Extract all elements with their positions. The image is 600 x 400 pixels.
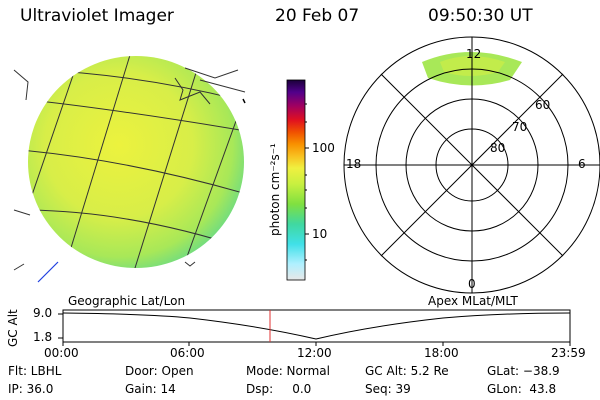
mlat-label-80: 80 <box>490 141 506 155</box>
colorbar-tick-10: 10 <box>312 227 328 241</box>
mlat-label-60: 60 <box>535 98 551 112</box>
altitude-xtick-0600: 06:00 <box>170 346 205 360</box>
altitude-xtick-1200: 12:00 <box>297 346 332 360</box>
geographic-image <box>13 56 246 283</box>
altitude-plot <box>58 309 571 346</box>
seq-label: Seq: 39 <box>365 382 411 396</box>
colorbar-unit-label: photon cm⁻²s⁻¹ <box>268 143 282 236</box>
colorbar <box>286 79 309 281</box>
altitude-ytick-9: 9.0 <box>33 306 53 320</box>
auroral-disk <box>28 56 244 268</box>
colorbar-tick-100: 100 <box>312 141 335 155</box>
mlt-label-6: 6 <box>578 157 586 171</box>
geo-panel-label: Geographic Lat/Lon <box>68 294 186 308</box>
dsp-label: Dsp: 0.0 <box>246 382 312 396</box>
polar-panel-label: Apex MLat/MLT <box>428 294 518 308</box>
time-label: 09:50:30 UT <box>428 6 533 26</box>
gc-alt-label: GC Alt: 5.2 Re <box>365 364 449 378</box>
altitude-ylabel: GC Alt <box>6 309 20 347</box>
glat-label: GLat: −38.9 <box>487 364 560 378</box>
polar-plot <box>343 36 600 294</box>
altitude-xtick-1800: 18:00 <box>424 346 459 360</box>
gain-label: Gain: 14 <box>125 382 176 396</box>
glon-label: GLon: 43.8 <box>487 382 557 396</box>
altitude-xtick-0000: 00:00 <box>44 346 79 360</box>
altitude-curve <box>62 312 571 340</box>
altitude-xtick-2359: 23:59 <box>551 346 586 360</box>
colorbar-scale <box>286 79 306 281</box>
filter-label: Flt: LBHL <box>8 364 62 378</box>
altitude-ytick-1-8: 1.8 <box>33 330 53 344</box>
mlat-label-70: 70 <box>512 120 528 134</box>
ip-label: IP: 36.0 <box>8 382 54 396</box>
door-label: Door: Open <box>125 364 194 378</box>
mlt-label-12: 12 <box>466 47 482 61</box>
mlt-label-18: 18 <box>346 157 362 171</box>
date-label: 20 Feb 07 <box>275 6 360 26</box>
terminator-line <box>37 261 59 283</box>
coastlines <box>13 67 246 271</box>
mlt-label-0: 0 <box>468 277 476 291</box>
mode-label: Mode: Normal <box>246 364 330 378</box>
instrument-title: Ultraviolet Imager <box>20 6 174 26</box>
